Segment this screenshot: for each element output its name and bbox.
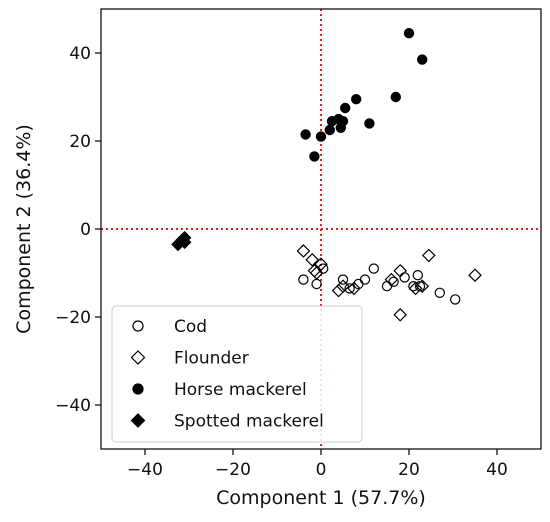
x-axis-title: Component 1 (57.7%)	[216, 487, 426, 509]
cod-point	[412, 270, 423, 281]
cod-point	[381, 281, 393, 292]
flounder-point	[421, 248, 436, 263]
y-tick-label: 0	[80, 220, 91, 240]
cod-point	[450, 294, 461, 305]
y-tick-label: −20	[55, 308, 91, 328]
legend: Cod Flounder Horse mackerel Spotted mackere…	[111, 305, 363, 443]
horse-mackerel-point	[337, 115, 349, 127]
flounder-point	[347, 281, 361, 296]
x-tick-label: 0	[316, 460, 327, 480]
cod-point	[337, 274, 349, 285]
flounder-point	[331, 283, 346, 298]
cod-point	[368, 263, 379, 274]
horse-mackerel-point	[315, 131, 327, 142]
x-tick-label: 20	[398, 460, 420, 480]
x-tick-label: −20	[215, 460, 251, 480]
horse-mackerel-point	[351, 93, 362, 105]
flounder-point	[296, 244, 311, 258]
cod-point	[388, 276, 399, 287]
horse-mackerel-point	[324, 124, 335, 136]
legend-box	[111, 305, 363, 443]
horse-mackerel-point	[364, 118, 375, 129]
flounder-point	[393, 307, 408, 322]
horse-mackerel-point	[300, 129, 311, 140]
legend-marker-horse-mackerel	[132, 383, 144, 395]
legend-marker-cod	[132, 320, 144, 332]
flounder-point	[336, 279, 350, 294]
horse-mackerel-point	[390, 91, 401, 103]
y-tick-label: 40	[69, 44, 91, 64]
horse-mackerel-point	[417, 54, 428, 65]
horse-mackerel-point	[309, 151, 320, 162]
flounder-point	[314, 257, 328, 272]
y-axis-title: Component 2 (36.4%)	[13, 124, 35, 334]
flounder-point	[408, 281, 423, 296]
legend-label-flounder: Flounder	[174, 349, 249, 369]
flounder-point	[415, 279, 430, 294]
x-tick-label: 40	[486, 460, 508, 480]
y-tick-label: −40	[55, 396, 91, 416]
cod-point	[408, 281, 419, 292]
flounder-point	[309, 266, 324, 280]
cod-point	[434, 287, 445, 298]
flounder-point	[384, 272, 399, 287]
legend-label-spotted-mackerel: Spotted mackerel	[174, 412, 324, 432]
flounder-point	[393, 263, 408, 278]
flounder-point	[468, 268, 482, 283]
legend-marker-spotted-mackerel	[130, 413, 146, 428]
horse-mackerel-point	[340, 102, 351, 114]
cod-point	[311, 278, 322, 290]
cod-point	[359, 274, 371, 285]
flounder-point	[305, 252, 320, 267]
x-axis-ticks: −40 −20 0 20 40	[127, 449, 508, 480]
legend-label-cod: Cod	[174, 317, 207, 337]
y-axis-ticks: −40 −20 0 20 40	[55, 44, 101, 416]
legend-label-horse-mackerel: Horse mackerel	[174, 380, 307, 400]
cod-point	[344, 283, 355, 294]
legend-marker-flounder	[130, 350, 146, 365]
cod-point	[298, 274, 309, 285]
x-tick-label: −40	[127, 460, 163, 480]
data-points	[171, 28, 482, 322]
spotted-mackerel-point	[177, 235, 192, 250]
cod-point	[399, 272, 410, 283]
horse-mackerel-point	[403, 28, 415, 39]
y-tick-label: 20	[69, 132, 91, 152]
